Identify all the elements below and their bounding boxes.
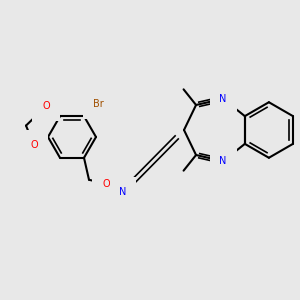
Text: O: O [102, 179, 110, 189]
Text: N: N [219, 94, 227, 104]
Text: O: O [42, 101, 50, 111]
Text: O: O [30, 140, 38, 150]
Text: N: N [119, 187, 127, 197]
Text: N: N [219, 156, 227, 166]
Text: Br: Br [93, 99, 104, 109]
